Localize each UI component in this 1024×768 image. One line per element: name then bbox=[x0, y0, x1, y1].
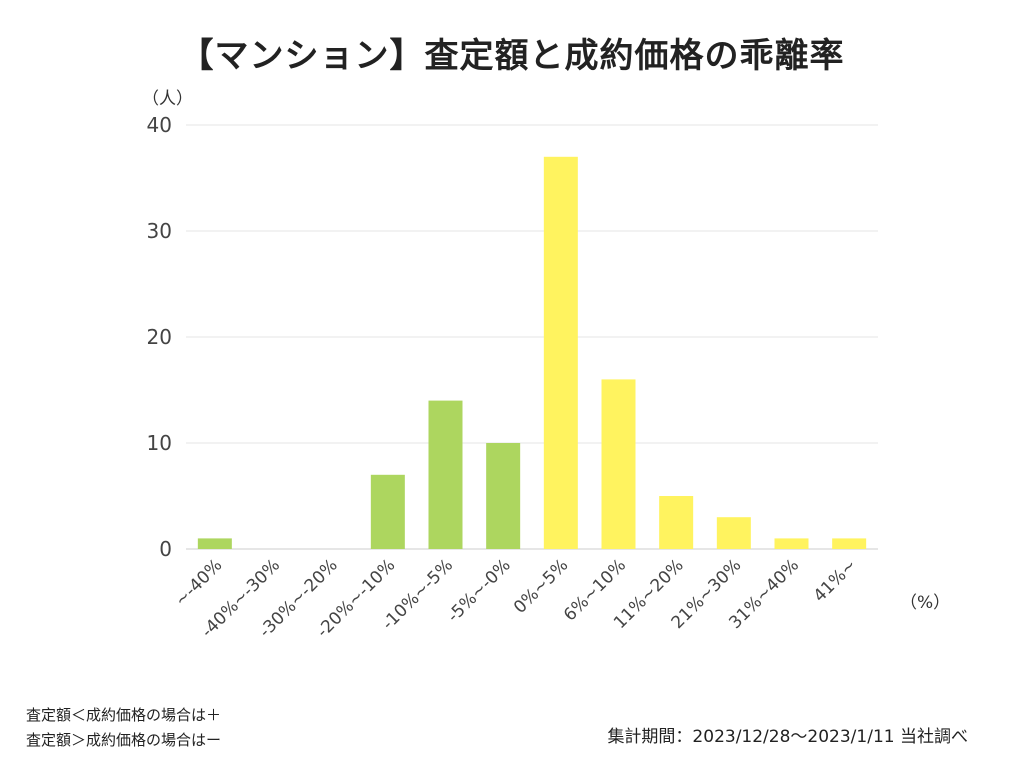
y-tick-label: 30 bbox=[147, 219, 172, 243]
y-tick-label: 40 bbox=[147, 113, 172, 137]
bar bbox=[370, 474, 405, 549]
bar bbox=[774, 538, 809, 549]
y-tick-label: 0 bbox=[159, 537, 172, 561]
bar bbox=[716, 517, 751, 549]
note-minus: 査定額＞成約価格の場合はー bbox=[26, 731, 222, 749]
bar bbox=[659, 496, 694, 549]
x-tick-label: 41%~ bbox=[810, 555, 861, 606]
x-tick-label: -5%~-0% bbox=[444, 555, 515, 626]
bar-chart: 010203040（人）~-40%-40%~-30%-30%~-20%-20%~… bbox=[142, 89, 950, 642]
bar bbox=[543, 156, 578, 550]
bar bbox=[428, 400, 463, 549]
y-tick-label: 10 bbox=[147, 431, 172, 455]
bar bbox=[486, 443, 521, 549]
y-tick-label: 20 bbox=[147, 325, 172, 349]
survey-period: 集計期間：2023/12/28〜2023/1/11 当社調べ bbox=[607, 727, 968, 747]
y-axis-unit: （人） bbox=[142, 89, 193, 109]
bar bbox=[832, 538, 867, 549]
bar bbox=[197, 538, 232, 549]
x-axis-unit: （%） bbox=[900, 593, 950, 613]
note-plus: 査定額＜成約価格の場合は＋ bbox=[26, 706, 222, 724]
chart-title: 【マンション】査定額と成約価格の乖離率 bbox=[179, 36, 845, 76]
x-tick-label: ~-40% bbox=[171, 555, 226, 610]
bar bbox=[601, 379, 636, 549]
